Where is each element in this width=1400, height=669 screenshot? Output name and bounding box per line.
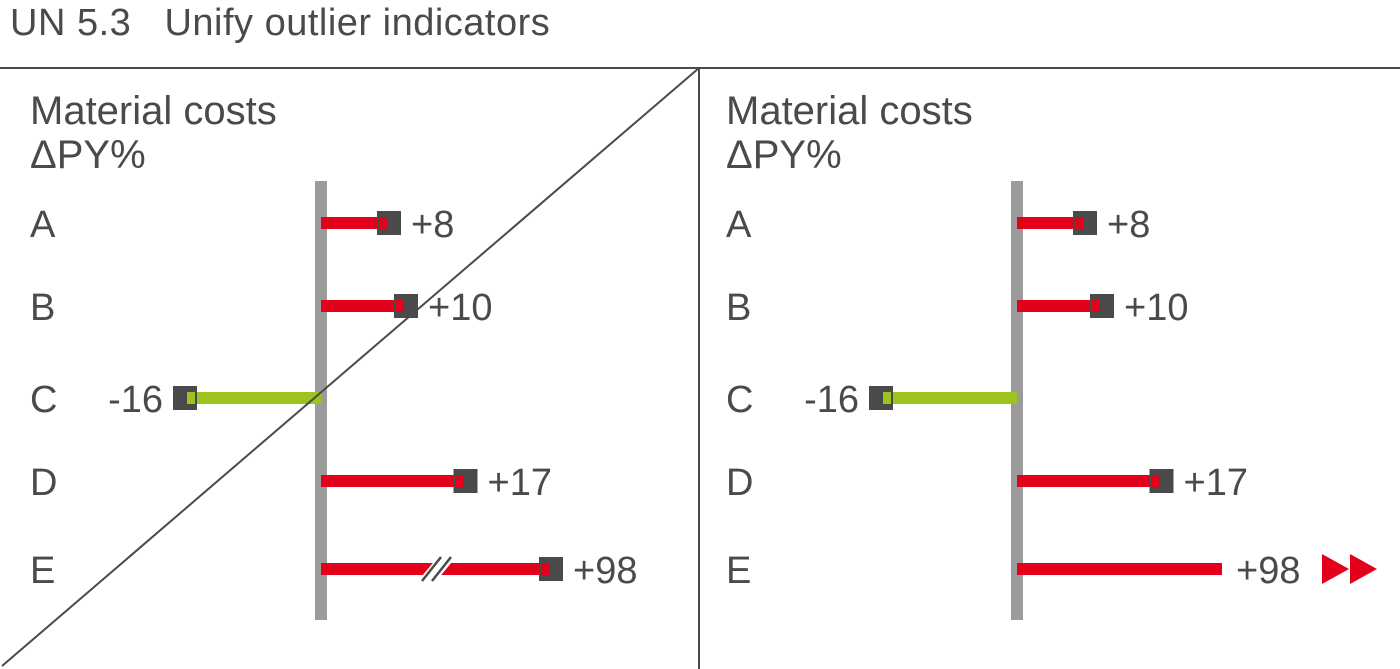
bar-end-overlap (396, 300, 404, 312)
axis-break-line (421, 556, 442, 582)
value-label: +8 (1107, 204, 1150, 246)
value-label: +17 (488, 462, 552, 504)
value-label: +98 (1236, 550, 1300, 592)
bar (321, 300, 406, 312)
bar (1017, 563, 1222, 575)
category-label: A (30, 204, 56, 246)
axis-break-line (431, 556, 452, 582)
category-label: C (30, 379, 57, 421)
chart-subtitle: ΔPY% (726, 133, 842, 177)
axis-break-gap (422, 553, 452, 585)
value-label: -16 (804, 379, 859, 421)
cross-out-line (1, 67, 700, 667)
category-label: E (726, 550, 751, 592)
bar (1017, 475, 1162, 487)
bar-end-overlap (1151, 475, 1160, 487)
bar (185, 392, 321, 404)
bar-end-overlap (883, 392, 891, 404)
chart-title: Material costs (726, 89, 973, 133)
value-label: -16 (108, 379, 163, 421)
bar-end-overlap (541, 563, 549, 575)
category-label: B (30, 287, 55, 329)
value-label: +8 (411, 204, 454, 246)
chart-subtitle: ΔPY% (30, 133, 146, 177)
chart-title: Material costs (30, 89, 277, 133)
bar-end-overlap (379, 217, 387, 229)
value-label: +98 (573, 550, 637, 592)
page-title: UN 5.3 Unify outlier indicators (10, 2, 551, 44)
value-label: +17 (1184, 462, 1248, 504)
outlier-arrow-icon (1322, 554, 1349, 584)
outlier-arrow-icon (1350, 554, 1377, 584)
bar (321, 217, 389, 229)
bar (1017, 217, 1085, 229)
category-label: D (726, 462, 753, 504)
panel-frame (0, 67, 1400, 669)
bar (881, 392, 1017, 404)
category-label: D (30, 462, 57, 504)
bar-end-overlap (1092, 300, 1100, 312)
category-label: E (30, 550, 55, 592)
bar-end-overlap (1075, 217, 1083, 229)
bar (321, 475, 466, 487)
value-label: +10 (1124, 287, 1188, 329)
bar (1017, 300, 1102, 312)
category-label: C (726, 379, 753, 421)
category-label: B (726, 287, 751, 329)
bar-end-overlap (187, 392, 195, 404)
bar-end-overlap (455, 475, 464, 487)
value-label: +10 (428, 287, 492, 329)
category-label: A (726, 204, 752, 246)
